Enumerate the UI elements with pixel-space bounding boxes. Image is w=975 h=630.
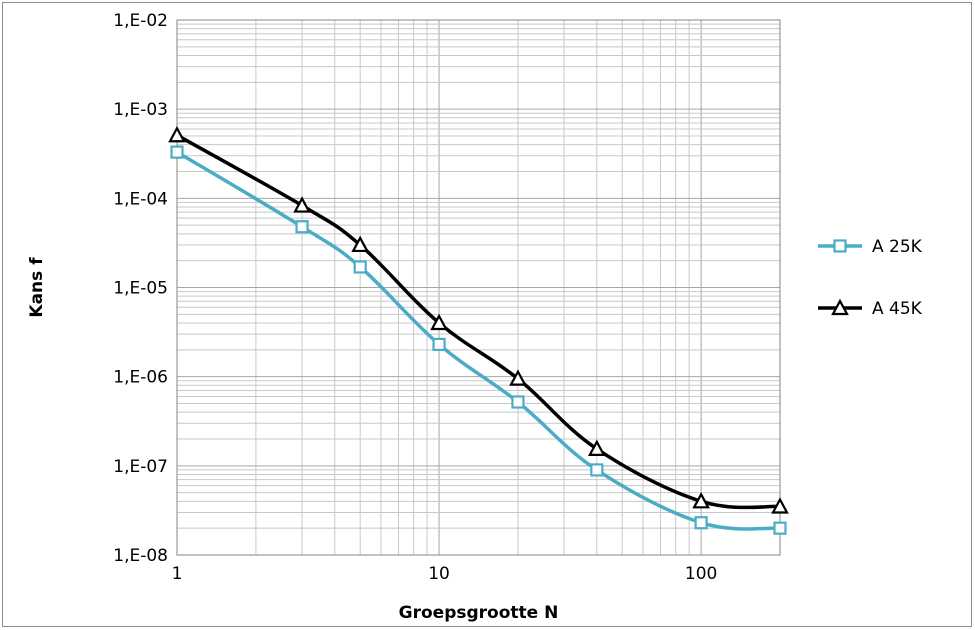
y-tick-label: 1,E-05 xyxy=(113,279,168,299)
y-axis-title: Kans f xyxy=(27,257,47,318)
data-point xyxy=(430,313,448,331)
legend-item: A 25K xyxy=(818,237,923,257)
y-tick-label: 1,E-03 xyxy=(113,100,168,120)
data-point xyxy=(587,439,606,456)
data-point xyxy=(351,235,370,253)
data-point xyxy=(295,220,309,234)
y-tick-label: 1,E-06 xyxy=(113,368,168,388)
data-point xyxy=(168,125,186,143)
series-2 xyxy=(168,125,789,514)
legend-label: A 45K xyxy=(872,299,923,319)
y-axis-tick-labels: 1,E-02 1,E-03 1,E-04 1,E-05 1,E-06 1,E-07 1,E-… xyxy=(113,11,168,566)
y-tick-label: 1,E-07 xyxy=(113,457,168,477)
y-tick-label: 1,E-04 xyxy=(113,189,168,209)
data-point xyxy=(432,337,446,352)
data-point xyxy=(170,145,184,159)
x-axis-title: Groepsgrootte N xyxy=(399,603,559,623)
data-point xyxy=(692,491,710,509)
legend: A 25K A 45K xyxy=(818,237,923,319)
y-tick-label: 1,E-08 xyxy=(113,546,168,566)
data-point xyxy=(773,521,787,535)
data-point xyxy=(694,516,708,530)
grid-lines xyxy=(176,19,781,556)
legend-item: A 45K xyxy=(818,298,923,319)
data-point xyxy=(509,369,527,386)
data-point xyxy=(353,260,367,274)
data-point xyxy=(590,463,604,477)
y-tick-label: 1,E-02 xyxy=(113,11,168,31)
x-tick-label: 100 xyxy=(685,564,717,584)
data-point xyxy=(771,497,789,514)
plot-area-border xyxy=(176,19,781,556)
legend-marker xyxy=(833,239,847,253)
legend-label: A 25K xyxy=(872,237,923,257)
x-axis-tick-labels: 1 10 100 xyxy=(172,564,718,584)
legend-marker xyxy=(831,298,849,316)
data-point xyxy=(511,395,525,409)
series-lines xyxy=(168,125,789,535)
x-tick-label: 10 xyxy=(428,564,450,584)
data-point xyxy=(293,196,311,213)
series-1 xyxy=(170,145,787,535)
x-tick-label: 1 xyxy=(172,564,183,584)
